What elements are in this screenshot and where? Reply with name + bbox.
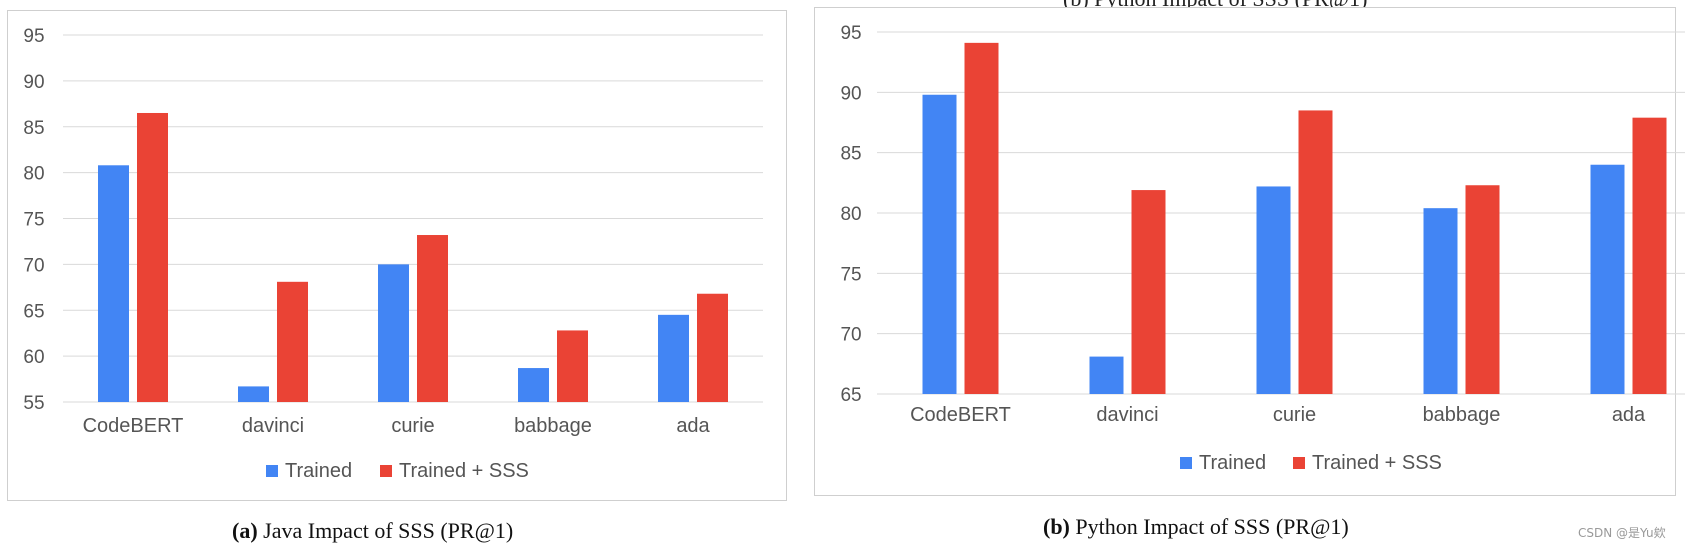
y-tick-label: 65 bbox=[23, 301, 44, 322]
bar-trained-davinci bbox=[238, 386, 269, 402]
caption-python: (b) Python Impact of SSS (PR@1) bbox=[1043, 514, 1349, 540]
y-tick-label: 80 bbox=[23, 164, 44, 185]
y-tick-label: 65 bbox=[840, 385, 861, 406]
y-tick-label: 60 bbox=[23, 347, 44, 368]
java-chart-legend: Trained Trained + SSS bbox=[266, 460, 529, 482]
x-category-label: babbage bbox=[514, 415, 592, 437]
x-category-label: ada bbox=[1612, 404, 1646, 426]
y-tick-label: 95 bbox=[840, 23, 861, 44]
python-chart-y-axis: 65 70 75 80 85 90 95 bbox=[840, 23, 861, 406]
bar-trained-ada bbox=[658, 314, 689, 402]
java-chart-gridlines bbox=[63, 34, 763, 403]
x-category-label: CodeBERT bbox=[83, 415, 184, 437]
y-tick-label: 85 bbox=[840, 144, 861, 165]
bar-trained-curie bbox=[1256, 186, 1291, 394]
legend-swatch-trained bbox=[1180, 457, 1192, 469]
bar-trained-sss-babbage bbox=[557, 330, 588, 402]
bar-trained-sss-codebert bbox=[964, 42, 999, 395]
bar-trained-ada bbox=[1590, 164, 1625, 394]
bar-trained-babbage bbox=[518, 368, 549, 402]
bar-trained-davinci bbox=[1089, 356, 1124, 394]
legend-swatch-trained bbox=[266, 465, 278, 477]
bar-trained-sss-davinci bbox=[277, 281, 308, 402]
x-category-label: ada bbox=[676, 415, 710, 437]
java-chart-x-axis: CodeBERT davinci curie babbage ada bbox=[83, 415, 711, 437]
x-category-label: davinci bbox=[1096, 404, 1158, 426]
x-category-label: CodeBERT bbox=[910, 404, 1011, 426]
y-tick-label: 75 bbox=[23, 210, 44, 231]
python-bar-chart: 65 70 75 80 85 90 95 CodeBERT davinci curie babbag… bbox=[840, 23, 1685, 474]
legend-label-trained: Trained bbox=[285, 460, 352, 482]
y-tick-label: 80 bbox=[840, 204, 861, 225]
python-chart-bars bbox=[922, 42, 1667, 395]
legend-swatch-trained-sss bbox=[1293, 457, 1305, 469]
caption-python-text: Python Impact of SSS (PR@1) bbox=[1075, 514, 1349, 539]
watermark: CSDN @是Yu欸 bbox=[1578, 526, 1666, 540]
y-tick-label: 70 bbox=[23, 255, 44, 276]
x-category-label: babbage bbox=[1423, 404, 1501, 426]
legend-label-trained: Trained bbox=[1199, 452, 1266, 474]
bar-trained-codebert bbox=[922, 94, 957, 394]
x-category-label: curie bbox=[1273, 404, 1316, 426]
x-category-label: curie bbox=[391, 415, 434, 437]
legend-label-trained-sss: Trained + SSS bbox=[399, 460, 529, 482]
caption-java-label: (a) bbox=[232, 518, 258, 543]
bar-trained-sss-curie bbox=[417, 235, 448, 402]
y-tick-label: 90 bbox=[23, 72, 44, 93]
bar-trained-babbage bbox=[1423, 208, 1458, 394]
chart-panel-java: 55 60 65 70 75 80 85 90 95 CodeBERT davinci curie ba… bbox=[7, 10, 787, 501]
caption-java: (a) Java Impact of SSS (PR@1) bbox=[232, 518, 513, 544]
python-chart-x-axis: CodeBERT davinci curie babbage ada bbox=[910, 404, 1646, 426]
cut-off-caption: (b) Python Impact of SSS (PR@1) bbox=[1063, 0, 1367, 12]
y-tick-label: 70 bbox=[840, 325, 861, 346]
bar-trained-codebert bbox=[98, 165, 129, 402]
python-chart-legend: Trained Trained + SSS bbox=[1180, 452, 1442, 474]
y-tick-label: 90 bbox=[840, 83, 861, 104]
java-chart-bars bbox=[98, 112, 728, 403]
legend-swatch-trained-sss bbox=[380, 465, 392, 477]
bar-trained-sss-ada bbox=[697, 293, 728, 402]
x-category-label: davinci bbox=[242, 415, 304, 437]
y-tick-label: 55 bbox=[23, 393, 44, 414]
python-chart-gridlines bbox=[877, 31, 1685, 395]
java-bar-chart: 55 60 65 70 75 80 85 90 95 CodeBERT davinci curie ba… bbox=[23, 26, 763, 482]
bar-trained-sss-ada bbox=[1632, 117, 1667, 394]
bar-trained-sss-curie bbox=[1298, 110, 1333, 394]
caption-python-label: (b) bbox=[1043, 514, 1070, 539]
legend-label-trained-sss: Trained + SSS bbox=[1312, 452, 1442, 474]
y-tick-label: 75 bbox=[840, 264, 861, 285]
y-tick-label: 95 bbox=[23, 26, 44, 47]
bar-trained-sss-codebert bbox=[137, 112, 168, 403]
caption-java-text: Java Impact of SSS (PR@1) bbox=[263, 518, 514, 543]
bar-trained-curie bbox=[378, 264, 409, 402]
bar-trained-sss-babbage bbox=[1465, 185, 1500, 394]
java-chart-y-axis: 55 60 65 70 75 80 85 90 95 bbox=[23, 26, 44, 414]
chart-panel-python: 65 70 75 80 85 90 95 CodeBERT davinci curie babbag… bbox=[814, 7, 1685, 496]
bar-trained-sss-davinci bbox=[1131, 190, 1166, 394]
y-tick-label: 85 bbox=[23, 118, 44, 139]
